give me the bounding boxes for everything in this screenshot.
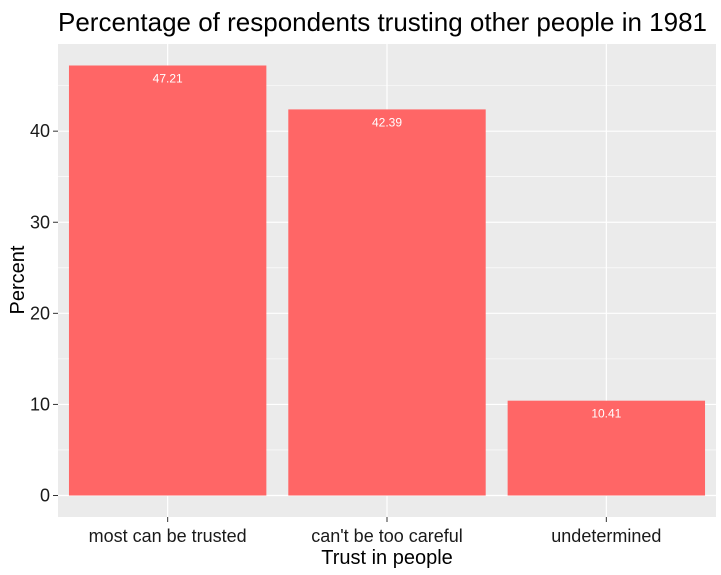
x-tick-label: undetermined: [551, 526, 661, 546]
bar: [507, 400, 706, 496]
y-tick-label: 20: [30, 303, 50, 323]
data-label: 47.21: [153, 71, 183, 85]
y-tick-label: 30: [30, 212, 50, 232]
chart-title: Percentage of respondents trusting other…: [58, 7, 707, 37]
data-labels: 47.21 42.39 10.41: [153, 71, 622, 420]
y-tick-label: 10: [30, 394, 50, 414]
y-tick-label: 0: [40, 486, 50, 506]
data-label: 10.41: [591, 407, 621, 421]
bar: [68, 65, 267, 496]
y-axis: 0 10 20 30 40: [30, 121, 58, 506]
x-tick-label: most can be trusted: [89, 526, 247, 546]
x-axis: most can be trusted can't be too careful u…: [89, 517, 661, 546]
bar: [288, 109, 486, 496]
x-tick-label: can't be too careful: [311, 526, 463, 546]
y-axis-title: Percent: [7, 245, 29, 314]
y-tick-label: 40: [30, 121, 50, 141]
x-axis-title: Trust in people: [321, 547, 453, 569]
bars: [68, 65, 706, 496]
data-label: 42.39: [372, 115, 402, 129]
